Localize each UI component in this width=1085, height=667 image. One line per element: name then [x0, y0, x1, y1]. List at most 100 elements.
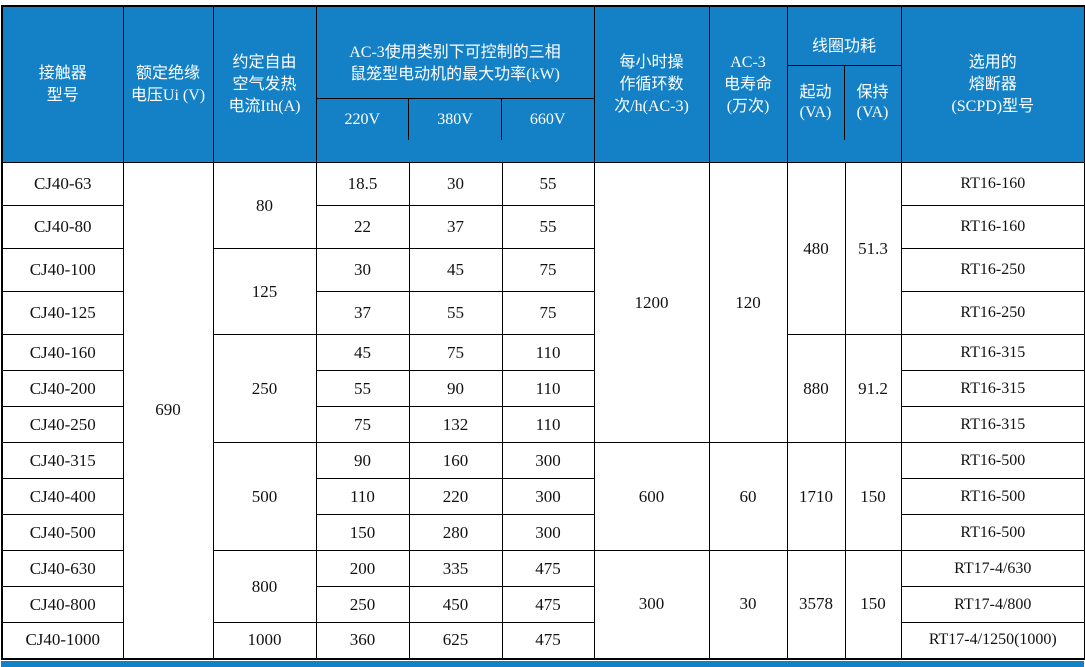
power-220-cell: 90 — [315, 442, 410, 479]
life-cell: 120 — [708, 162, 788, 443]
coil-start-cell: 880 — [786, 334, 846, 443]
fuse-cell: RT17-4/630 — [900, 550, 1085, 587]
cycles-cell: 600 — [593, 442, 710, 551]
thermal-current-cell: 1000 — [212, 622, 317, 659]
fuse-cell: RT16-250 — [900, 291, 1085, 335]
power-380-cell: 90 — [408, 370, 503, 407]
fuse-cell: RT16-160 — [900, 162, 1085, 206]
power-380-cell: 280 — [408, 514, 503, 551]
thermal-current-cell: 125 — [212, 248, 317, 335]
fuse-cell: RT16-250 — [900, 248, 1085, 292]
power-380-cell: 220 — [408, 478, 503, 515]
power-660-cell: 55 — [501, 162, 595, 206]
model-cell: CJ40-800 — [1, 586, 124, 623]
coil-group: 线圈功耗 起动 (VA) 保持 (VA) — [788, 29, 901, 140]
coil-subheaders: 起动 (VA) 保持 (VA) — [788, 66, 900, 140]
table-row: CJ40-500 150 280 300 RT16-500 — [1, 514, 1085, 551]
fuse-cell: RT17-4/800 — [900, 586, 1085, 623]
coil-hold-cell: 51.3 — [844, 162, 902, 335]
thermal-current-cell: 80 — [212, 162, 317, 249]
thermal-current-cell: 250 — [212, 334, 317, 443]
power-220-cell: 18.5 — [315, 162, 410, 206]
power-660-cell: 110 — [501, 406, 595, 443]
subheader-coil-start: 起动 (VA) — [788, 66, 845, 140]
coil-hold-cell: 150 — [844, 550, 902, 659]
max-power-group: AC-3使用类别下可控制的三相 鼠笼型电动机的最大功率(kW) 220V 380… — [317, 29, 594, 140]
power-380-cell: 45 — [408, 248, 503, 292]
power-380-cell: 75 — [408, 334, 503, 371]
table-body: CJ40-63 690 80 18.5 30 55 1200 120 480 5… — [1, 162, 1085, 659]
table-row: CJ40-100 125 30 45 75 RT16-250 — [1, 248, 1085, 335]
table-row: CJ40-250 75 132 110 RT16-315 — [1, 406, 1085, 443]
power-660-cell: 55 — [501, 205, 595, 249]
model-cell: CJ40-80 — [1, 205, 124, 249]
power-660-cell: 300 — [501, 442, 595, 479]
fuse-cell: RT17-4/1250(1000) — [900, 622, 1085, 659]
thermal-current-cell: 800 — [212, 550, 317, 623]
model-cell: CJ40-200 — [1, 370, 124, 407]
bottom-accent-bar — [1, 660, 1084, 667]
fuse-cell: RT16-315 — [900, 334, 1085, 371]
coil-group-title: 线圈功耗 — [788, 29, 901, 66]
power-380-cell: 30 — [408, 162, 503, 206]
model-cell: CJ40-315 — [1, 442, 124, 479]
power-220-cell: 150 — [315, 514, 410, 551]
model-cell: CJ40-500 — [1, 514, 124, 551]
power-220-cell: 360 — [315, 622, 410, 659]
col-header-rated-insulation-voltage: 额定绝缘 电压Ui (V) — [122, 5, 214, 163]
power-220-cell: 22 — [315, 205, 410, 249]
col-header-contactor-model: 接触器 型号 — [1, 5, 124, 163]
model-cell: CJ40-630 — [1, 550, 124, 587]
subheader-coil-hold: 保持 (VA) — [856, 84, 889, 121]
table-row: CJ40-800 250 450 475 RT17-4/800 — [1, 586, 1085, 623]
power-220-cell: 45 — [315, 334, 410, 371]
fuse-cell: RT16-315 — [900, 406, 1085, 443]
fuse-cell: RT16-315 — [900, 370, 1085, 407]
life-cell: 30 — [708, 550, 788, 659]
col-header-operating-cycles: 每小时操 作循环数 次/h(AC-3) — [593, 5, 710, 163]
header-row: 接触器 型号 额定绝缘 电压Ui (V) 约定自由 空气发热 电流Ith(A) … — [1, 5, 1085, 163]
power-220-cell: 55 — [315, 370, 410, 407]
life-cell: 60 — [708, 442, 788, 551]
power-220-cell: 37 — [315, 291, 410, 335]
col-header-coil-consumption-group: 线圈功耗 起动 (VA) 保持 (VA) — [786, 5, 902, 163]
power-220-cell: 110 — [315, 478, 410, 515]
table-row: CJ40-315 500 90 160 300 600 60 1710 150 … — [1, 442, 1085, 551]
power-380-cell: 55 — [408, 291, 503, 335]
col-header-fuse-model: 选用的 熔断器 (SCPD)型号 — [900, 5, 1085, 163]
table-row: CJ40-400 110 220 300 RT16-500 — [1, 478, 1085, 515]
cycles-cell: 300 — [593, 550, 710, 659]
col-header-thermal-current: 约定自由 空气发热 电流Ith(A) — [212, 5, 317, 163]
model-cell: CJ40-400 — [1, 478, 124, 515]
table-row: CJ40-200 55 90 110 RT16-315 — [1, 370, 1085, 407]
model-cell: CJ40-1000 — [1, 622, 124, 659]
subheader-660v: 660V — [529, 110, 566, 128]
subheader-220v: 220V — [317, 99, 410, 140]
power-220-cell: 200 — [315, 550, 410, 587]
model-cell: CJ40-63 — [1, 162, 124, 206]
model-cell: CJ40-160 — [1, 334, 124, 371]
col-header-max-power-group: AC-3使用类别下可控制的三相 鼠笼型电动机的最大功率(kW) 220V 380… — [315, 5, 595, 163]
thermal-current-cell: 500 — [212, 442, 317, 551]
power-660-cell: 475 — [501, 622, 595, 659]
cycles-cell: 1200 — [593, 162, 710, 443]
fuse-cell: RT16-160 — [900, 205, 1085, 249]
power-660-cell: 110 — [501, 370, 595, 407]
power-660-cell: 300 — [501, 514, 595, 551]
coil-hold-cell: 91.2 — [844, 334, 902, 443]
power-220-cell: 75 — [315, 406, 410, 443]
max-power-subheaders: 220V 380V 660V — [317, 99, 593, 140]
table-row: CJ40-63 690 80 18.5 30 55 1200 120 480 5… — [1, 162, 1085, 659]
table-row: CJ40-80 22 37 55 RT16-160 — [1, 205, 1085, 249]
power-660-cell: 75 — [501, 248, 595, 292]
power-380-cell: 625 — [408, 622, 503, 659]
model-cell: CJ40-125 — [1, 291, 124, 335]
power-380-cell: 160 — [408, 442, 503, 479]
col-header-electrical-life: AC-3 电寿命 (万次) — [708, 5, 788, 163]
max-power-group-title: AC-3使用类别下可控制的三相 鼠笼型电动机的最大功率(kW) — [317, 29, 594, 99]
model-cell: CJ40-250 — [1, 406, 124, 443]
fuse-cell: RT16-500 — [900, 442, 1085, 479]
rated-voltage-cell: 690 — [122, 162, 214, 659]
fuse-cell: RT16-500 — [900, 514, 1085, 551]
